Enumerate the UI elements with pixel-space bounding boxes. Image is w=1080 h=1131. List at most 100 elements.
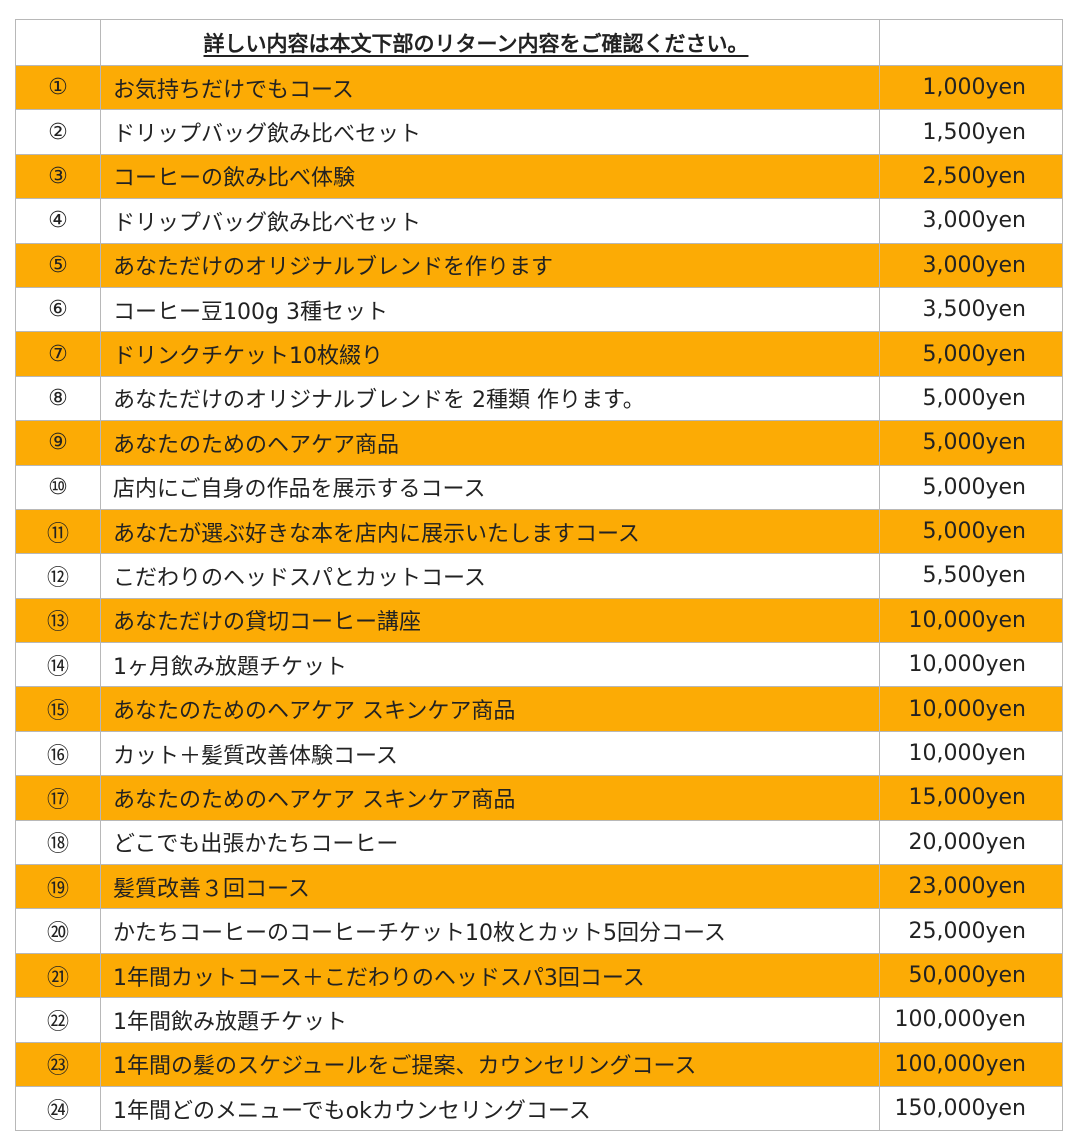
course-price: 3,000yen xyxy=(879,242,1063,288)
row-number: ① xyxy=(15,64,101,111)
row-number: ㉓ xyxy=(15,1041,101,1087)
header-blank-cell xyxy=(879,19,1063,66)
course-name: どこでも出張かたちコーヒー xyxy=(100,819,880,866)
row-number: ⑫ xyxy=(15,553,101,599)
table-row: ⑦ ドリンクチケット10枚綴り 5,000yen xyxy=(15,331,1063,377)
table-row: ⑨ あなたのためのヘアケア商品 5,000yen xyxy=(15,420,1063,466)
course-name: ドリップバッグ飲み比べセット xyxy=(100,198,880,244)
course-name: お気持ちだけでもコース xyxy=(100,64,880,111)
header-blank-cell xyxy=(15,19,101,66)
course-price: 100,000yen xyxy=(879,1041,1063,1087)
course-price: 10,000yen xyxy=(879,642,1063,688)
course-name: カット＋髪質改善体験コース xyxy=(100,730,880,777)
course-name: 1ヶ月飲み放題チケット xyxy=(100,642,880,688)
table-row: ㉓ 1年間の髪のスケジュールをご提案、カウンセリングコース 100,000yen xyxy=(15,1041,1063,1087)
row-number: ㉔ xyxy=(15,1085,101,1131)
table-row: ⑤ あなただけのオリジナルブレンドを作ります 3,000yen xyxy=(15,242,1063,288)
course-price: 10,000yen xyxy=(879,686,1063,732)
course-price: 15,000yen xyxy=(879,775,1063,821)
row-number: ② xyxy=(15,109,101,155)
row-number: ⑧ xyxy=(15,375,101,422)
course-name: 店内にご自身の作品を展示するコース xyxy=(100,464,880,510)
course-price: 5,000yen xyxy=(879,375,1063,422)
course-price: 100,000yen xyxy=(879,997,1063,1043)
row-number: ⑱ xyxy=(15,819,101,866)
course-name: かたちコーヒーのコーヒーチケット10枚とカット5回分コース xyxy=(100,908,880,954)
table-row: ③ コーヒーの飲み比べ体験 2,500yen xyxy=(15,153,1063,200)
table-row: ⑮ あなたのためのヘアケア スキンケア商品 10,000yen xyxy=(15,686,1063,732)
table-row: ⑫ こだわりのヘッドスパとカットコース 5,500yen xyxy=(15,553,1063,599)
course-price: 23,000yen xyxy=(879,864,1063,910)
table-row: ㉑ 1年間カットコース＋こだわりのヘッドスパ3回コース 50,000yen xyxy=(15,952,1063,999)
return-price-table: 詳しい内容は本文下部のリターン内容をご確認ください。 ① お気持ちだけでもコース 1… xyxy=(15,19,1063,1131)
course-name: あなたのためのヘアケア スキンケア商品 xyxy=(100,775,880,821)
course-name: あなたが選ぶ好きな本を店内に展示いたしますコース xyxy=(100,508,880,555)
course-name: 1年間飲み放題チケット xyxy=(100,997,880,1043)
course-name: こだわりのヘッドスパとカットコース xyxy=(100,553,880,599)
table-row: ⑰ あなたのためのヘアケア スキンケア商品 15,000yen xyxy=(15,775,1063,821)
course-name: ドリップバッグ飲み比べセット xyxy=(100,109,880,155)
row-number: ⑳ xyxy=(15,908,101,954)
row-number: ㉒ xyxy=(15,997,101,1043)
course-price: 10,000yen xyxy=(879,730,1063,777)
row-number: ⑬ xyxy=(15,597,101,644)
table-row: ⑥ コーヒー豆100g 3種セット 3,500yen xyxy=(15,286,1063,333)
table-row: ① お気持ちだけでもコース 1,000yen xyxy=(15,64,1063,111)
table-row: ⑬ あなただけの貸切コーヒー講座 10,000yen xyxy=(15,597,1063,644)
table-row: ㉔ 1年間どのメニューでもokカウンセリングコース 150,000yen xyxy=(15,1085,1063,1131)
course-price: 1,500yen xyxy=(879,109,1063,155)
table-row: ⑧ あなただけのオリジナルブレンドを 2種類 作ります。 5,000yen xyxy=(15,375,1063,422)
row-number: ⑯ xyxy=(15,730,101,777)
course-price: 2,500yen xyxy=(879,153,1063,200)
course-name: 1年間どのメニューでもokカウンセリングコース xyxy=(100,1085,880,1131)
course-name: 1年間の髪のスケジュールをご提案、カウンセリングコース xyxy=(100,1041,880,1087)
course-name: あなたのためのヘアケア スキンケア商品 xyxy=(100,686,880,732)
row-number: ⑲ xyxy=(15,864,101,910)
table-row: ⑲ 髪質改善３回コース 23,000yen xyxy=(15,864,1063,910)
header-title-cell: 詳しい内容は本文下部のリターン内容をご確認ください。 xyxy=(100,19,880,66)
row-number: ③ xyxy=(15,153,101,200)
row-number: ⑤ xyxy=(15,242,101,288)
course-name: あなただけのオリジナルブレンドを作ります xyxy=(100,242,880,288)
course-price: 50,000yen xyxy=(879,952,1063,999)
course-price: 5,500yen xyxy=(879,553,1063,599)
table-row: ⑳ かたちコーヒーのコーヒーチケット10枚とカット5回分コース 25,000yen xyxy=(15,908,1063,954)
table-row: ㉒ 1年間飲み放題チケット 100,000yen xyxy=(15,997,1063,1043)
course-price: 5,000yen xyxy=(879,464,1063,510)
course-name: コーヒー豆100g 3種セット xyxy=(100,286,880,333)
table-row: ⑩ 店内にご自身の作品を展示するコース 5,000yen xyxy=(15,464,1063,510)
course-name: あなただけの貸切コーヒー講座 xyxy=(100,597,880,644)
row-number: ⑪ xyxy=(15,508,101,555)
row-number: ⑥ xyxy=(15,286,101,333)
table-row: ② ドリップバッグ飲み比べセット 1,500yen xyxy=(15,109,1063,155)
course-name: 1年間カットコース＋こだわりのヘッドスパ3回コース xyxy=(100,952,880,999)
course-price: 3,000yen xyxy=(879,198,1063,244)
course-price: 1,000yen xyxy=(879,64,1063,111)
course-price: 20,000yen xyxy=(879,819,1063,866)
row-number: ④ xyxy=(15,198,101,244)
course-name: ドリンクチケット10枚綴り xyxy=(100,331,880,377)
course-price: 150,000yen xyxy=(879,1085,1063,1131)
table-row: ⑭ 1ヶ月飲み放題チケット 10,000yen xyxy=(15,642,1063,688)
table-row: ④ ドリップバッグ飲み比べセット 3,000yen xyxy=(15,198,1063,244)
course-price: 5,000yen xyxy=(879,420,1063,466)
row-number: ⑮ xyxy=(15,686,101,732)
row-number: ⑩ xyxy=(15,464,101,510)
course-name: コーヒーの飲み比べ体験 xyxy=(100,153,880,200)
row-number: ⑰ xyxy=(15,775,101,821)
table-header-row: 詳しい内容は本文下部のリターン内容をご確認ください。 xyxy=(15,19,1063,66)
table-title: 詳しい内容は本文下部のリターン内容をご確認ください。 xyxy=(203,31,749,56)
course-name: あなただけのオリジナルブレンドを 2種類 作ります。 xyxy=(100,375,880,422)
course-price: 10,000yen xyxy=(879,597,1063,644)
table-row: ⑪ あなたが選ぶ好きな本を店内に展示いたしますコース 5,000yen xyxy=(15,508,1063,555)
course-name: あなたのためのヘアケア商品 xyxy=(100,420,880,466)
table-row: ⑯ カット＋髪質改善体験コース 10,000yen xyxy=(15,730,1063,777)
row-number: ㉑ xyxy=(15,952,101,999)
course-price: 25,000yen xyxy=(879,908,1063,954)
course-name: 髪質改善３回コース xyxy=(100,864,880,910)
row-number: ⑨ xyxy=(15,420,101,466)
row-number: ⑭ xyxy=(15,642,101,688)
course-price: 5,000yen xyxy=(879,508,1063,555)
row-number: ⑦ xyxy=(15,331,101,377)
course-price: 5,000yen xyxy=(879,331,1063,377)
